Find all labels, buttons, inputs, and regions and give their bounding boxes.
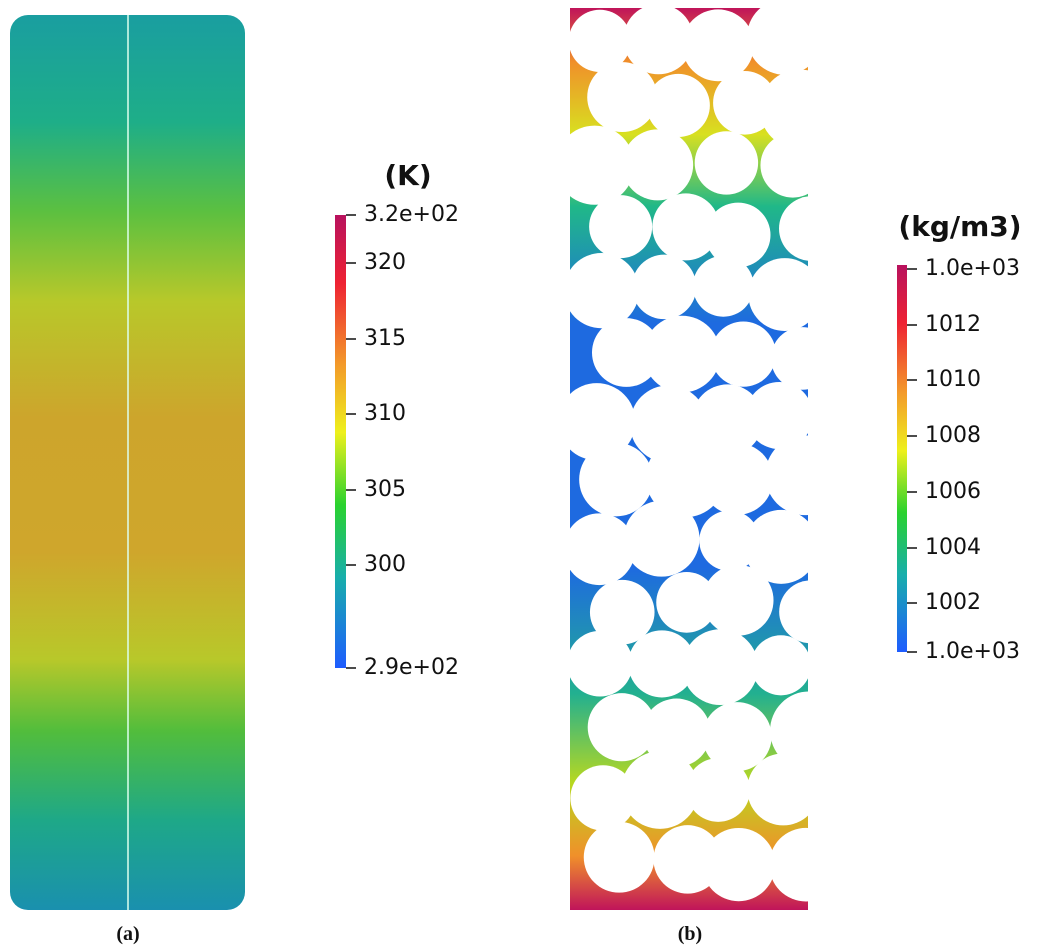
particle xyxy=(770,691,808,771)
particle xyxy=(570,9,632,72)
particle xyxy=(699,510,760,571)
particle xyxy=(587,693,656,762)
tick-label: 305 xyxy=(364,477,406,502)
particle xyxy=(583,821,655,893)
particle xyxy=(694,131,759,195)
particle xyxy=(570,630,633,697)
tick-label: 320 xyxy=(364,250,406,275)
particle xyxy=(750,635,808,696)
particle xyxy=(702,827,776,902)
particle xyxy=(713,71,777,135)
particle xyxy=(656,571,718,633)
particle xyxy=(587,62,658,133)
particle xyxy=(570,765,636,831)
particle xyxy=(622,129,694,201)
particle xyxy=(702,702,772,772)
particle xyxy=(779,196,808,261)
particle xyxy=(710,321,776,387)
particle xyxy=(769,827,808,902)
particle xyxy=(745,381,808,450)
particle xyxy=(642,698,711,767)
particle xyxy=(705,202,771,268)
particle xyxy=(682,629,759,706)
particle xyxy=(570,125,635,205)
tick-label: 300 xyxy=(364,552,406,577)
particle xyxy=(771,327,808,390)
tick-label: 1.0e+03 xyxy=(925,639,1020,664)
particle xyxy=(702,564,774,636)
particle xyxy=(686,758,751,822)
particle xyxy=(623,8,694,75)
colorbar xyxy=(335,215,346,668)
particle xyxy=(643,315,721,393)
particle xyxy=(628,630,696,698)
particle xyxy=(760,132,808,198)
particle xyxy=(779,580,808,644)
tick-label: 1.0e+03 xyxy=(925,256,1020,281)
tick-label: 3.2e+02 xyxy=(364,202,459,227)
tick-label: 2.9e+02 xyxy=(364,655,459,680)
colorbar xyxy=(897,265,907,652)
particle xyxy=(691,384,764,456)
particle xyxy=(646,73,710,137)
particle xyxy=(746,8,808,75)
particle xyxy=(570,253,640,329)
particle xyxy=(589,195,653,259)
particle xyxy=(621,751,699,829)
particle xyxy=(748,258,808,331)
tick-label: 1002 xyxy=(925,590,981,615)
particle xyxy=(591,318,661,387)
tick-label: 310 xyxy=(364,401,406,426)
panel-label: (a) xyxy=(116,923,139,945)
particle xyxy=(631,254,697,320)
particle xyxy=(701,443,773,515)
particle xyxy=(652,193,720,261)
particle xyxy=(645,438,725,518)
colorbar-title: (K) xyxy=(384,159,431,192)
tick-label: 1004 xyxy=(925,535,981,560)
tick-label: 1010 xyxy=(925,367,981,392)
particle xyxy=(744,509,808,584)
particles xyxy=(570,8,808,902)
particle xyxy=(589,579,655,645)
particle xyxy=(747,753,808,826)
particle xyxy=(682,9,754,82)
tick-label: 1006 xyxy=(925,479,981,504)
particle xyxy=(760,69,808,149)
tick-label: 1012 xyxy=(925,312,981,337)
particle xyxy=(579,442,653,517)
panel-label: (b) xyxy=(678,923,702,945)
particle xyxy=(765,435,808,516)
particle xyxy=(570,513,636,586)
tick-label: 1008 xyxy=(925,423,981,448)
colorbar-title: (kg/m3) xyxy=(898,210,1021,243)
particle xyxy=(623,500,700,577)
particle xyxy=(692,255,754,317)
tick-label: 315 xyxy=(364,326,406,351)
particle xyxy=(570,383,636,461)
